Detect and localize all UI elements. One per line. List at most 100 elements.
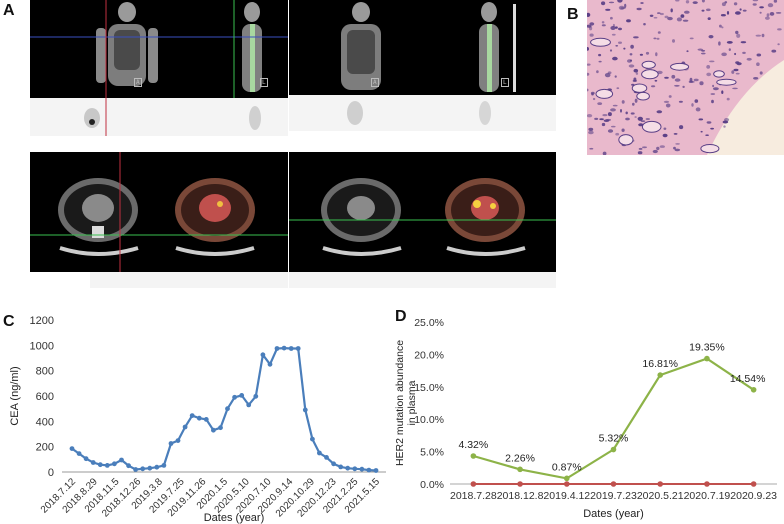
gland (700, 144, 720, 154)
nucleus (701, 9, 705, 12)
nucleus (726, 97, 730, 101)
nucleus (612, 56, 618, 61)
nucleus (605, 8, 611, 11)
x-tick-label: 2020.5.21 (637, 490, 684, 502)
her2-data-point (750, 386, 757, 393)
cea-data-point (83, 456, 89, 462)
nucleus (682, 85, 685, 88)
y-tick-label: 25.0% (414, 317, 444, 329)
nucleus (756, 53, 762, 57)
baseline-data-point (750, 481, 757, 487)
nucleus (654, 79, 658, 82)
cea-data-point (203, 417, 209, 422)
gland (641, 120, 662, 133)
panel-label-a: A (3, 2, 15, 19)
nucleus (665, 103, 671, 108)
nucleus (587, 63, 591, 66)
y-tick-label: 800 (36, 366, 54, 378)
nucleus (713, 87, 719, 91)
nucleus (592, 97, 596, 101)
pet-ct-coronal-scan-1: A L (30, 0, 288, 98)
cea-data-point (338, 464, 344, 470)
nucleus (642, 146, 647, 149)
nucleus (601, 24, 606, 27)
nucleus (616, 87, 620, 90)
nucleus (635, 72, 639, 75)
nucleus (739, 8, 742, 11)
cea-data-point (317, 450, 322, 456)
cea-data-point (211, 427, 216, 433)
nucleus (668, 95, 672, 98)
nucleus (673, 133, 678, 135)
nucleus (588, 127, 594, 131)
nucleus (684, 10, 690, 14)
nucleus (721, 90, 724, 94)
nucleus (587, 72, 590, 76)
nucleus (599, 118, 604, 121)
nucleus (607, 129, 614, 133)
cea-data-point (126, 463, 131, 469)
y-tick-label: 10.0% (414, 414, 444, 426)
cea-data-point (161, 463, 167, 468)
cea-data-point (373, 468, 379, 473)
nucleus (735, 30, 739, 35)
nucleus (659, 145, 665, 148)
nucleus (682, 19, 689, 22)
nucleus (662, 133, 668, 138)
cea-data-point (104, 463, 110, 468)
nucleus (610, 26, 616, 30)
nucleus (610, 16, 613, 20)
nucleus (667, 16, 673, 21)
nucleus (589, 22, 595, 26)
her2-data-label: 0.87% (552, 461, 582, 473)
nucleus (701, 0, 705, 3)
gland (670, 62, 690, 71)
cea-data-point (260, 352, 266, 358)
nucleus (628, 64, 635, 68)
nucleus (615, 132, 620, 136)
her2-data-point (657, 372, 664, 378)
nucleus (655, 52, 658, 57)
nucleus (640, 2, 644, 4)
nucleus (726, 11, 730, 15)
cea-data-point (281, 345, 287, 351)
nucleus (777, 43, 780, 46)
nucleus (706, 121, 712, 124)
cea-data-point (295, 346, 301, 351)
nucleus (611, 33, 616, 36)
nucleus (686, 50, 689, 53)
nucleus (664, 15, 669, 19)
cea-data-point (189, 413, 195, 418)
lateral-marker-2: L (501, 78, 509, 87)
cea-data-point (133, 467, 139, 472)
nucleus (587, 24, 592, 28)
nucleus (634, 98, 638, 103)
nucleus (695, 107, 701, 112)
nucleus (674, 148, 681, 152)
cea-data-point (232, 394, 238, 400)
cea-data-point (324, 455, 329, 460)
nucleus (625, 111, 628, 115)
nucleus (736, 33, 741, 38)
histology-image (587, 0, 784, 155)
nucleus (731, 70, 735, 74)
cea-data-point (90, 460, 96, 465)
nucleus (673, 146, 676, 150)
y-tick-label: 600 (36, 391, 54, 403)
nucleus (587, 88, 589, 92)
cea-data-point (112, 461, 117, 467)
nucleus (700, 130, 703, 133)
x-tick-label: 2019.4.12 (543, 490, 590, 502)
nucleus (670, 8, 673, 13)
nucleus (765, 16, 770, 20)
nucleus (734, 52, 737, 56)
nucleus (674, 78, 681, 82)
gland (636, 91, 650, 101)
cea-data-point (310, 436, 315, 442)
nucleus (589, 33, 594, 37)
nucleus (693, 78, 699, 82)
nucleus (680, 14, 685, 18)
gland (641, 69, 659, 80)
gland (641, 60, 656, 69)
